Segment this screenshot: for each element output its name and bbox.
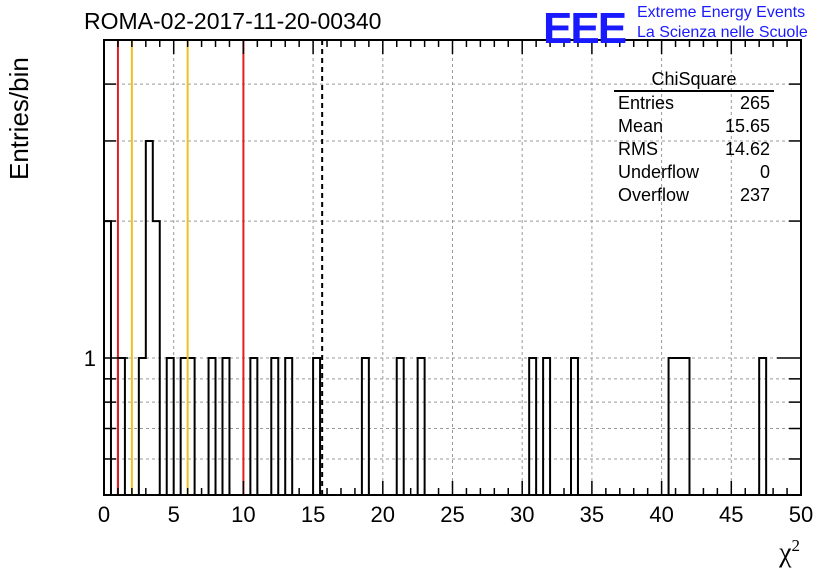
eee-logo: EEE [543, 4, 627, 53]
y-axis-label: Entries/bin [4, 57, 34, 180]
logo-line-2: La Scienza nelle Scuole [637, 24, 808, 41]
stats-value: 15.65 [724, 116, 770, 136]
histogram-bin [209, 358, 216, 495]
histogram-bin [313, 358, 320, 495]
x-tick-label: 20 [371, 502, 395, 527]
stats-header: ChiSquare [614, 68, 774, 92]
x-axis-label: χ2 [779, 536, 800, 569]
histogram-bin [153, 221, 160, 495]
x-tick-label: 10 [231, 502, 255, 527]
x-tick-label: 50 [789, 502, 813, 527]
histogram-bin [418, 358, 425, 495]
histogram-bin [146, 141, 153, 495]
stats-row-rms: RMS 14.62 [614, 138, 774, 161]
histogram-bin [683, 358, 690, 495]
histogram-bin [543, 358, 550, 495]
histogram-bin [181, 358, 188, 495]
histogram-bin [529, 358, 536, 495]
x-axis-label-superscript: 2 [791, 536, 801, 555]
stats-label: Underflow [618, 162, 700, 182]
histogram-bin [118, 358, 125, 495]
histogram-bin [139, 358, 146, 495]
histogram-bin [397, 358, 404, 495]
x-tick-label: 0 [98, 502, 110, 527]
stats-row-mean: Mean 15.65 [614, 115, 774, 138]
histogram-bin [362, 358, 369, 495]
x-tick-label: 35 [580, 502, 604, 527]
stats-value: 265 [739, 93, 770, 113]
histogram-bin [250, 358, 257, 495]
histogram-bin [271, 358, 278, 495]
stats-value: 14.62 [724, 139, 770, 159]
x-tick-label: 5 [168, 502, 180, 527]
histogram-bin [222, 358, 229, 495]
stats-row-overflow: Overflow 237 [614, 184, 774, 207]
histogram-bin [759, 358, 766, 495]
histogram-bin [167, 358, 174, 495]
histogram-bin [285, 358, 292, 495]
stats-value: 237 [739, 185, 770, 205]
stats-label: Entries [618, 93, 675, 113]
histogram-bin [188, 358, 195, 495]
logo-line-1: Extreme Energy Events [637, 4, 806, 21]
x-tick-label: 30 [510, 502, 534, 527]
stats-value: 0 [759, 162, 770, 182]
x-tick-label: 15 [301, 502, 325, 527]
histogram-bin [676, 358, 683, 495]
histogram-bin [571, 358, 578, 495]
y-tick-label: 1 [84, 346, 96, 371]
stats-label: RMS [618, 139, 658, 159]
stats-box: ChiSquare Entries 265 Mean 15.65 RMS 14.62 … [614, 68, 774, 207]
stats-row-underflow: Underflow 0 [614, 161, 774, 184]
histogram-bin [669, 358, 676, 495]
x-tick-label: 25 [440, 502, 464, 527]
x-axis-label-text: χ [779, 537, 792, 569]
stats-label: Overflow [618, 185, 690, 205]
stats-label: Mean [618, 116, 664, 136]
chart-title: ROMA-02-2017-11-20-00340 [84, 8, 382, 34]
x-tick-label: 45 [719, 502, 743, 527]
x-tick-label: 40 [649, 502, 673, 527]
stats-row-entries: Entries 265 [614, 92, 774, 115]
